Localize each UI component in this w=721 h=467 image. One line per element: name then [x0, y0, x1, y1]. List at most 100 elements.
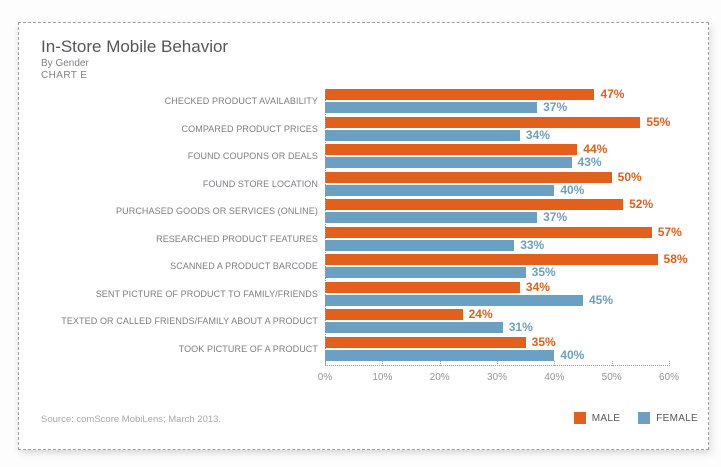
male-bar-line: 34% — [325, 279, 613, 294]
category-row: FOUND STORE LOCATION 50% 40% — [39, 169, 704, 197]
category-bars: 47% 37% — [325, 87, 625, 114]
male-bar-line: 58% — [325, 252, 688, 266]
chart-letter-label: CHART E — [41, 70, 88, 81]
category-label: TEXTED OR CALLED FRIENDS/FAMILY ABOUT A … — [61, 316, 318, 326]
category-bars: 52% 37% — [325, 197, 654, 224]
female-bar-line: 37% — [325, 210, 653, 224]
category-row: SCANNED A PRODUCT BARCODE 58% 35% — [39, 252, 704, 279]
legend: MALE FEMALE — [573, 412, 698, 424]
male-value-label: 34% — [525, 279, 550, 294]
category-bars: 44% 43% — [325, 142, 608, 168]
male-bar — [325, 144, 578, 155]
male-bar-line: 35% — [325, 334, 584, 349]
female-bar — [325, 294, 583, 306]
category-row: TEXTED OR CALLED FRIENDS/FAMILY ABOUT A … — [39, 307, 704, 334]
zero-axis-line — [325, 89, 326, 365]
female-bar — [325, 212, 538, 223]
female-value-label: 37% — [543, 210, 568, 224]
category-bars: 55% 34% — [325, 114, 671, 141]
female-bar — [325, 322, 503, 333]
female-bar — [325, 267, 526, 278]
x-axis-tick — [497, 361, 498, 366]
male-value-label: 24% — [468, 307, 493, 321]
female-bar-line: 43% — [325, 156, 607, 168]
category-label: FOUND COUPONS OR DEALS — [187, 151, 318, 161]
x-axis-tick-label: 40% — [544, 372, 565, 383]
x-axis-tick — [439, 361, 441, 366]
category-row: COMPARED PRODUCT PRICES 55% 34% — [39, 114, 704, 141]
male-value-label: 47% — [600, 87, 625, 101]
category-label: RESEARCHED PRODUCT FEATURES — [156, 233, 318, 244]
female-value-label: 35% — [531, 265, 556, 279]
legend-label-male: MALE — [591, 412, 621, 424]
x-axis-tick-label: 0% — [317, 372, 333, 383]
category-bars: 24% 31% — [325, 307, 533, 334]
category-label: SENT PICTURE OF PRODUCT TO FAMILY/FRIEND… — [95, 288, 318, 299]
male-value-label: 35% — [531, 334, 556, 349]
category-bars: 57% 33% — [325, 224, 682, 251]
female-bar-line: 37% — [325, 100, 624, 114]
x-axis-tick — [554, 361, 556, 366]
female-bar-line: 35% — [325, 265, 688, 279]
x-axis-tick-label: 50% — [601, 372, 622, 383]
male-value-label: 50% — [617, 169, 642, 184]
male-value-label: 58% — [663, 252, 688, 266]
male-bar-line: 52% — [325, 197, 654, 211]
female-value-label: 37% — [543, 100, 568, 114]
category-row: PURCHASED GOODS OR SERVICES (ONLINE) 52% 3… — [39, 197, 704, 224]
category-row: CHECKED PRODUCT AVAILABILITY 47% 37% — [39, 87, 704, 114]
male-value-label: 44% — [583, 142, 608, 156]
male-value-label: 57% — [657, 224, 682, 239]
category-label: SCANNED A PRODUCT BARCODE — [170, 261, 318, 271]
female-bar-line: 45% — [325, 294, 613, 306]
male-bar-line: 44% — [325, 142, 608, 156]
female-bar-line: 34% — [325, 129, 670, 141]
category-label: TOOK PICTURE OF A PRODUCT — [178, 343, 318, 354]
male-bar-line: 24% — [325, 307, 533, 321]
male-bar — [325, 254, 658, 265]
chart-subtitle: By Gender — [41, 58, 89, 69]
category-row: RESEARCHED PRODUCT FEATURES 57% 33% — [39, 224, 704, 251]
male-bar — [325, 309, 463, 320]
male-bar — [325, 116, 641, 128]
female-bar-line: 40% — [325, 349, 584, 361]
x-axis-tick-label: 30% — [486, 372, 508, 383]
female-value-label: 31% — [508, 320, 533, 334]
female-bar — [325, 102, 538, 113]
x-axis-tick-label: 10% — [372, 372, 393, 383]
category-label: PURCHASED GOODS OR SERVICES (ONLINE) — [116, 206, 318, 216]
male-bar — [325, 281, 520, 293]
female-value-label: 40% — [560, 182, 585, 197]
x-axis-tick — [611, 361, 613, 366]
male-bar-line: 47% — [325, 87, 625, 101]
male-value-label: 55% — [646, 114, 671, 129]
legend-item-female: FEMALE — [638, 412, 698, 424]
male-bar — [325, 89, 595, 100]
legend-label-female: FEMALE — [656, 412, 698, 424]
category-bars: 58% 35% — [325, 252, 688, 279]
male-bar-line: 57% — [325, 224, 682, 239]
category-bars: 50% 40% — [325, 169, 642, 197]
x-axis: 0% 10% 20% 30% 40% 50% 60% — [318, 361, 679, 383]
male-bar-line: 50% — [325, 169, 642, 184]
chart-rows: CHECKED PRODUCT AVAILABILITY 47% 37% COMPAR… — [39, 87, 704, 364]
male-value-label: 52% — [629, 197, 654, 211]
chart-title: In-Store Mobile Behavior — [41, 37, 229, 56]
male-bar-line: 55% — [325, 114, 671, 129]
chart-card: In-Store Mobile Behavior By Gender CHART… — [18, 22, 709, 450]
male-bar — [325, 336, 526, 348]
legend-item-male: MALE — [573, 412, 621, 424]
x-axis-tick-label: 20% — [429, 372, 450, 383]
male-swatch — [573, 412, 586, 424]
female-bar — [325, 129, 520, 141]
male-bar — [325, 171, 612, 183]
female-bar-line: 40% — [325, 182, 642, 197]
x-axis-tick — [325, 361, 326, 366]
male-bar — [325, 226, 652, 238]
category-row: FOUND COUPONS OR DEALS 44% 43% — [39, 142, 704, 168]
category-bars: 35% 40% — [325, 334, 584, 361]
female-bar — [325, 239, 515, 251]
female-swatch — [638, 412, 651, 424]
female-bar — [325, 157, 572, 168]
category-row: SENT PICTURE OF PRODUCT TO FAMILY/FRIEND… — [39, 279, 704, 306]
